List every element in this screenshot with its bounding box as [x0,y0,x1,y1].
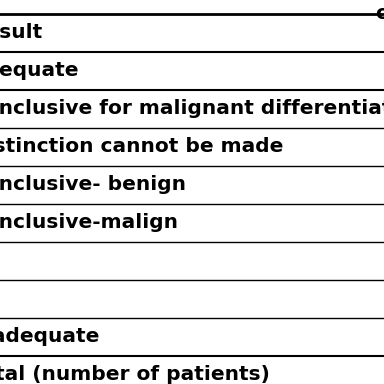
Text: Total (number of patients): Total (number of patients) [0,366,270,384]
Text: Result: Result [0,23,42,43]
Text: Adequate: Adequate [0,61,79,81]
Text: Conclusive for malignant differentiation: Conclusive for malignant differentiation [0,99,384,119]
Text: of: of [375,4,384,23]
Text: Inadequate: Inadequate [0,328,99,346]
Text: Distinction cannot be made: Distinction cannot be made [0,137,283,157]
Text: Conclusive-malign: Conclusive-malign [0,214,178,232]
Text: Conclusive- benign: Conclusive- benign [0,175,186,195]
